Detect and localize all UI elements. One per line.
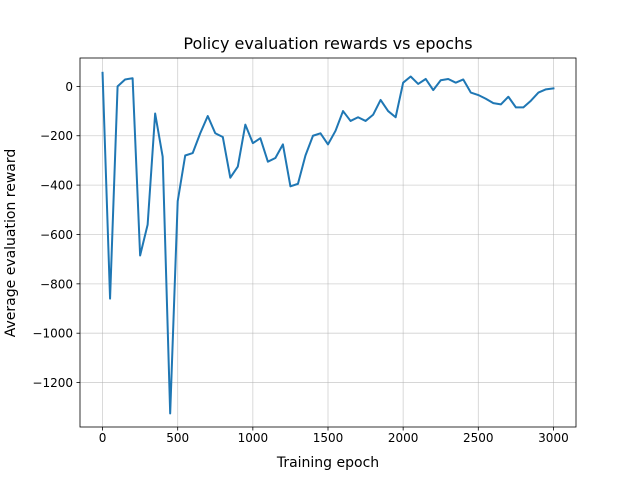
x-tick-label: 1500 — [313, 431, 344, 445]
x-axis-ticks: 0 500 1000 1500 2000 2500 3000 — [99, 427, 569, 445]
x-tick-label: 2000 — [388, 431, 419, 445]
x-tick-label: 500 — [166, 431, 189, 445]
y-tick-label: −800 — [40, 277, 73, 291]
y-tick-label: −200 — [40, 129, 73, 143]
y-tick-label: −400 — [40, 179, 73, 193]
x-tick-label: 0 — [99, 431, 107, 445]
reward-series-line — [101, 71, 555, 415]
y-tick-label: 0 — [65, 80, 73, 94]
x-tick-label: 3000 — [538, 431, 569, 445]
series-layer — [101, 71, 555, 415]
x-axis-label: Training epoch — [276, 455, 379, 471]
y-tick-label: −600 — [40, 228, 73, 242]
chart-title: Policy evaluation rewards vs epochs — [183, 34, 472, 53]
y-tick-label: −1200 — [32, 376, 73, 390]
y-axis-label: Average evaluation reward — [3, 149, 19, 338]
x-tick-label: 2500 — [463, 431, 494, 445]
x-tick-label: 1000 — [238, 431, 269, 445]
grid-layer — [80, 58, 576, 427]
y-tick-label: −1000 — [32, 327, 73, 341]
y-axis-ticks: 0 −200 −400 −600 −800 −1000 −1200 — [32, 80, 80, 390]
